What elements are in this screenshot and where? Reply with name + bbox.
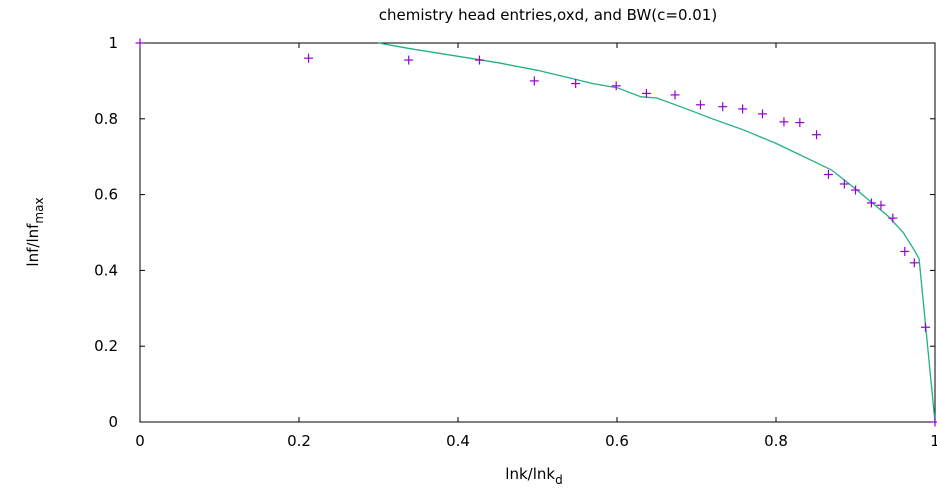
- data-point: [529, 76, 539, 86]
- y-tick-label: 0.2: [94, 337, 118, 355]
- x-axis-label-main: lnk/lnk: [505, 465, 555, 483]
- curve-layer: [378, 42, 936, 423]
- y-axis-label-main: lnf/lnf: [24, 223, 42, 267]
- data-point: [695, 100, 705, 110]
- chart-title: chemistry head entries,oxd, and BW(c=0.0…: [379, 6, 717, 24]
- points-layer: [135, 38, 937, 427]
- y-tick-label: 0.8: [94, 110, 118, 128]
- y-tick-label: 1: [108, 34, 118, 52]
- data-point: [866, 198, 876, 208]
- data-point: [920, 322, 930, 332]
- x-tick-label: 0.4: [446, 432, 470, 450]
- data-point: [738, 104, 748, 114]
- data-point: [718, 102, 728, 112]
- data-point: [795, 118, 805, 128]
- y-tick-label: 0.6: [94, 186, 118, 204]
- data-point: [851, 185, 860, 195]
- y-axis-label-sub: max: [32, 197, 46, 223]
- y-tick-label: 0.4: [94, 261, 118, 279]
- y-axis-label: lnf/lnfmax: [24, 197, 46, 266]
- data-point: [930, 417, 937, 427]
- data-point: [839, 179, 849, 189]
- data-point: [909, 258, 919, 268]
- data-point: [900, 246, 910, 256]
- x-axis-label: lnk/lnkd: [505, 465, 562, 487]
- data-point: [404, 55, 414, 65]
- data-point: [304, 53, 314, 63]
- data-point: [812, 130, 822, 140]
- data-point: [876, 200, 886, 210]
- plot-frame: [139, 42, 936, 423]
- axis-ticks: 0 0.2 0.4 0.6 0.8 1 0 0.2 0.4 0.6 0.8 1: [94, 34, 937, 450]
- x-tick-label: 0.8: [764, 432, 788, 450]
- x-tick-label: 1: [930, 432, 937, 450]
- data-point: [641, 88, 651, 98]
- x-axis-label-sub: d: [555, 473, 563, 487]
- data-point: [611, 81, 621, 91]
- data-point: [135, 38, 145, 48]
- data-point: [779, 117, 789, 127]
- data-point: [474, 55, 484, 65]
- data-point: [823, 170, 833, 180]
- data-point: [670, 90, 680, 100]
- data-point: [757, 109, 767, 119]
- data-point: [571, 79, 581, 89]
- series-line: [378, 42, 936, 423]
- data-point: [888, 213, 898, 223]
- x-tick-label: 0.6: [605, 432, 629, 450]
- x-tick-label: 0: [135, 432, 145, 450]
- x-tick-label: 0.2: [287, 432, 311, 450]
- y-tick-label: 0: [108, 413, 118, 431]
